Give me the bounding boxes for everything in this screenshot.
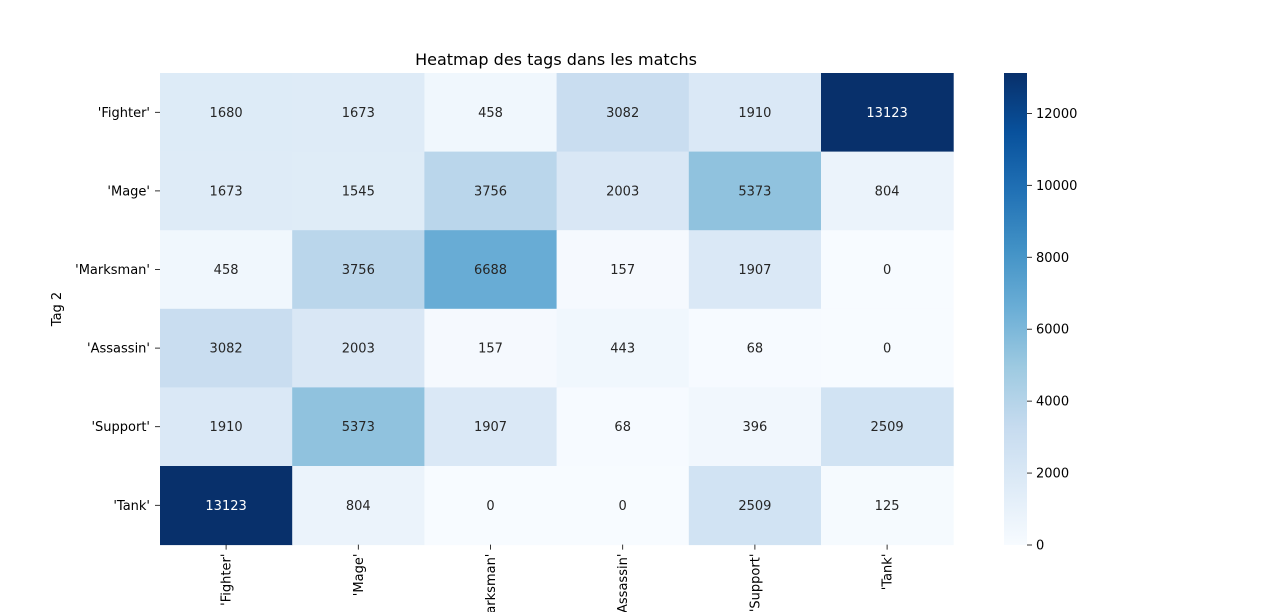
colorbar-tick-label: 8000 — [1036, 251, 1069, 266]
row-tick-label: 'Support' — [91, 420, 150, 435]
cell-value-label: 3756 — [342, 263, 375, 278]
cell-value-label: 1673 — [342, 106, 375, 121]
heatmap-cell — [556, 466, 690, 546]
colorbar-ticks: 0 2000 4000 6000 8000 10000 12000 — [1027, 107, 1077, 554]
heatmap-cell — [821, 387, 954, 467]
cell-value-label: 1673 — [210, 184, 243, 199]
heatmap-cell — [821, 230, 954, 310]
column-tick-label: 'Support' — [748, 554, 763, 612]
y-axis-label: Tag 2 — [50, 292, 65, 327]
cell-value-label: 125 — [875, 499, 900, 514]
cell-value-label: 443 — [610, 342, 635, 357]
heatmap-cell — [160, 73, 293, 153]
row-tick-label: 'Assassin' — [87, 342, 150, 357]
column-tick-label: 'Marksman' — [484, 554, 499, 612]
cell-value-label: 3756 — [474, 184, 507, 199]
heatmap-cell — [556, 230, 690, 310]
cell-value-label: 0 — [883, 342, 891, 357]
column-tick-label: 'Fighter' — [220, 554, 235, 606]
column-tick-label: 'Assassin' — [616, 554, 631, 612]
heatmap-cell — [556, 73, 690, 153]
heatmap-cell — [292, 466, 425, 546]
colorbar-tick-label: 6000 — [1036, 323, 1069, 338]
cell-value-label: 68 — [614, 420, 631, 435]
cell-value-label: 0 — [619, 499, 627, 514]
cell-value-label: 3082 — [210, 342, 243, 357]
heatmap-cell — [821, 151, 954, 231]
heatmap-cell — [160, 151, 293, 231]
cell-value-label: 6688 — [474, 263, 507, 278]
heatmap-cell — [821, 73, 954, 153]
cell-value-label: 0 — [486, 499, 494, 514]
colorbar-tick-label: 10000 — [1036, 179, 1077, 194]
heatmap-cell — [688, 73, 822, 153]
cell-value-label: 13123 — [866, 106, 907, 121]
heatmap-cell — [424, 387, 558, 467]
cell-value-label: 5373 — [342, 420, 375, 435]
heatmap-cell — [556, 308, 690, 388]
cell-value-label: 1907 — [738, 263, 771, 278]
colorbar-tick-label: 0 — [1036, 539, 1044, 554]
cell-value-label: 2509 — [738, 499, 771, 514]
row-tick-label: 'Marksman' — [75, 263, 150, 278]
heatmap-cell — [292, 230, 425, 310]
heatmap-cell — [688, 230, 822, 310]
heatmap-cell — [821, 308, 954, 388]
heatmap-cell — [821, 466, 954, 546]
heatmap-cell — [688, 151, 822, 231]
heatmap-cell — [556, 151, 690, 231]
row-labels: 'Fighter' 'Mage' 'Marksman' 'Assassin' 'Supp… — [75, 106, 160, 514]
cell-value-label: 1907 — [474, 420, 507, 435]
cell-value-label: 157 — [478, 342, 503, 357]
row-tick-label: 'Fighter' — [98, 106, 150, 121]
cell-value-label: 157 — [610, 263, 635, 278]
heatmap-cell — [424, 466, 558, 546]
heatmap-cell — [424, 230, 558, 310]
cell-value-label: 804 — [875, 184, 900, 199]
row-tick-label: 'Tank' — [113, 499, 150, 514]
cell-value-label: 5373 — [738, 184, 771, 199]
heatmap-cells: 1680 1673 458 3082 1910 13123 1673 1545 3756 2003… — [160, 73, 954, 546]
cell-value-label: 2003 — [606, 184, 639, 199]
cell-value-label: 804 — [346, 499, 371, 514]
column-tick-label: 'Mage' — [352, 554, 367, 597]
colorbar — [1004, 73, 1027, 545]
heatmap-cell — [160, 387, 293, 467]
heatmap-cell — [292, 151, 425, 231]
heatmap-cell — [556, 387, 690, 467]
colorbar-tick-label: 4000 — [1036, 395, 1069, 410]
heatmap-cell — [688, 466, 822, 546]
cell-value-label: 1910 — [210, 420, 243, 435]
heatmap-cell — [160, 466, 293, 546]
cell-value-label: 1680 — [210, 106, 243, 121]
cell-value-label: 1910 — [738, 106, 771, 121]
cell-value-label: 68 — [747, 342, 764, 357]
cell-value-label: 2003 — [342, 342, 375, 357]
cell-value-label: 13123 — [205, 499, 246, 514]
cell-value-label: 3082 — [606, 106, 639, 121]
heatmap-cell — [160, 308, 293, 388]
heatmap-cell — [688, 308, 822, 388]
heatmap-cell — [292, 308, 425, 388]
heatmap-cell — [688, 387, 822, 467]
row-tick-label: 'Mage' — [107, 184, 150, 199]
cell-value-label: 458 — [214, 263, 239, 278]
column-labels: 'Fighter' 'Mage' 'Marksman' 'Assassin' 'Supp… — [220, 544, 896, 612]
heatmap-cell — [424, 151, 558, 231]
cell-value-label: 0 — [883, 263, 891, 278]
chart-title: Heatmap des tags dans les matchs — [415, 50, 697, 69]
heatmap-cell — [424, 73, 558, 153]
colorbar-tick-label: 12000 — [1036, 107, 1077, 122]
heatmap-cell — [160, 230, 293, 310]
cell-value-label: 1545 — [342, 184, 375, 199]
heatmap-cell — [292, 73, 425, 153]
heatmap-cell — [424, 308, 558, 388]
column-tick-label: 'Tank' — [881, 554, 896, 591]
heatmap-cell — [292, 387, 425, 467]
colorbar-tick-label: 2000 — [1036, 467, 1069, 482]
cell-value-label: 2509 — [871, 420, 904, 435]
cell-value-label: 396 — [742, 420, 767, 435]
cell-value-label: 458 — [478, 106, 503, 121]
